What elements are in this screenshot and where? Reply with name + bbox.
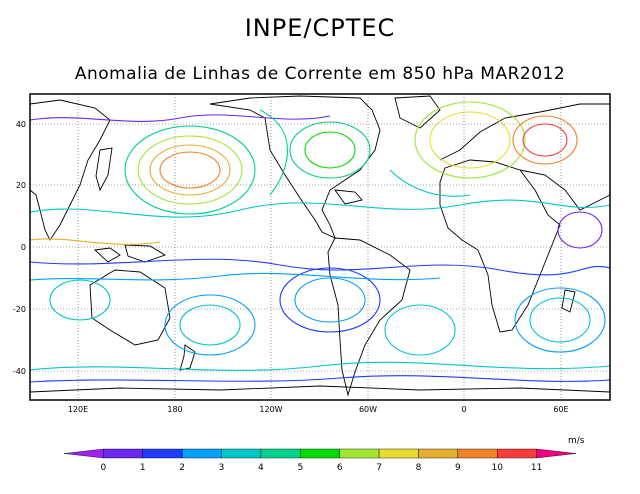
lon-tick-labels: 120E 180 120W 60W 0 60E <box>68 405 569 414</box>
colorbar-segment <box>260 448 301 459</box>
colorbar-level-label: 6 <box>337 463 343 473</box>
colorbar-level-label: 4 <box>258 463 264 473</box>
map-frame <box>29 93 611 401</box>
lon-tick-0: 0 <box>461 405 466 414</box>
colorbar-level-label: 0 <box>101 463 107 473</box>
colorbar-level-label: 3 <box>219 463 225 473</box>
page-title: INPE/CPTEC <box>244 14 396 42</box>
lat-tick-labels: 40 20 0 -20 -40 <box>13 120 26 376</box>
colorbar-level-label: 5 <box>297 463 303 473</box>
lon-tick-60e: 60E <box>553 405 568 414</box>
lon-tick-120w: 120W <box>259 405 282 414</box>
colorbar-segment <box>181 448 222 459</box>
grid-lines <box>30 94 610 400</box>
colorbar: 0 1 2 3 4 5 6 7 8 9 10 11 <box>63 448 577 473</box>
colorbar-segment <box>142 448 183 459</box>
lon-tick-180: 180 <box>167 405 182 414</box>
colorbar-arrow-left <box>63 448 104 459</box>
colorbar-level-label: 10 <box>492 463 504 473</box>
colorbar-segment <box>497 448 537 459</box>
colorbar-segment <box>378 448 419 459</box>
lat-tick-20: 20 <box>16 181 26 190</box>
colorbar-level-label: 7 <box>376 463 382 473</box>
lat-tick-40: 40 <box>16 120 26 129</box>
lat-tick-0: 0 <box>21 243 26 252</box>
coastlines <box>29 95 611 397</box>
colorbar-unit: m/s <box>568 436 585 446</box>
lat-tick-minus40: -40 <box>13 367 26 376</box>
lon-tick-60w: 60W <box>359 405 377 414</box>
colorbar-level-label: 9 <box>455 463 461 473</box>
colorbar-segment <box>457 448 498 459</box>
lon-tick-120e: 120E <box>68 405 88 414</box>
colorbar-segment <box>418 448 459 459</box>
colorbar-segment <box>221 448 262 459</box>
colorbar-level-label: 8 <box>416 463 422 473</box>
colorbar-segment <box>103 448 143 459</box>
colorbar-level-label: 2 <box>179 463 185 473</box>
streamlines <box>29 101 611 383</box>
colorbar-arrow-right <box>536 448 577 459</box>
lat-tick-minus20: -20 <box>13 305 26 314</box>
colorbar-segment <box>339 448 380 459</box>
colorbar-segment <box>300 448 340 459</box>
colorbar-level-label: 1 <box>140 463 146 473</box>
map-subtitle: Anomalia de Linhas de Corrente em 850 hP… <box>74 64 566 84</box>
colorbar-level-label: 11 <box>531 463 542 473</box>
